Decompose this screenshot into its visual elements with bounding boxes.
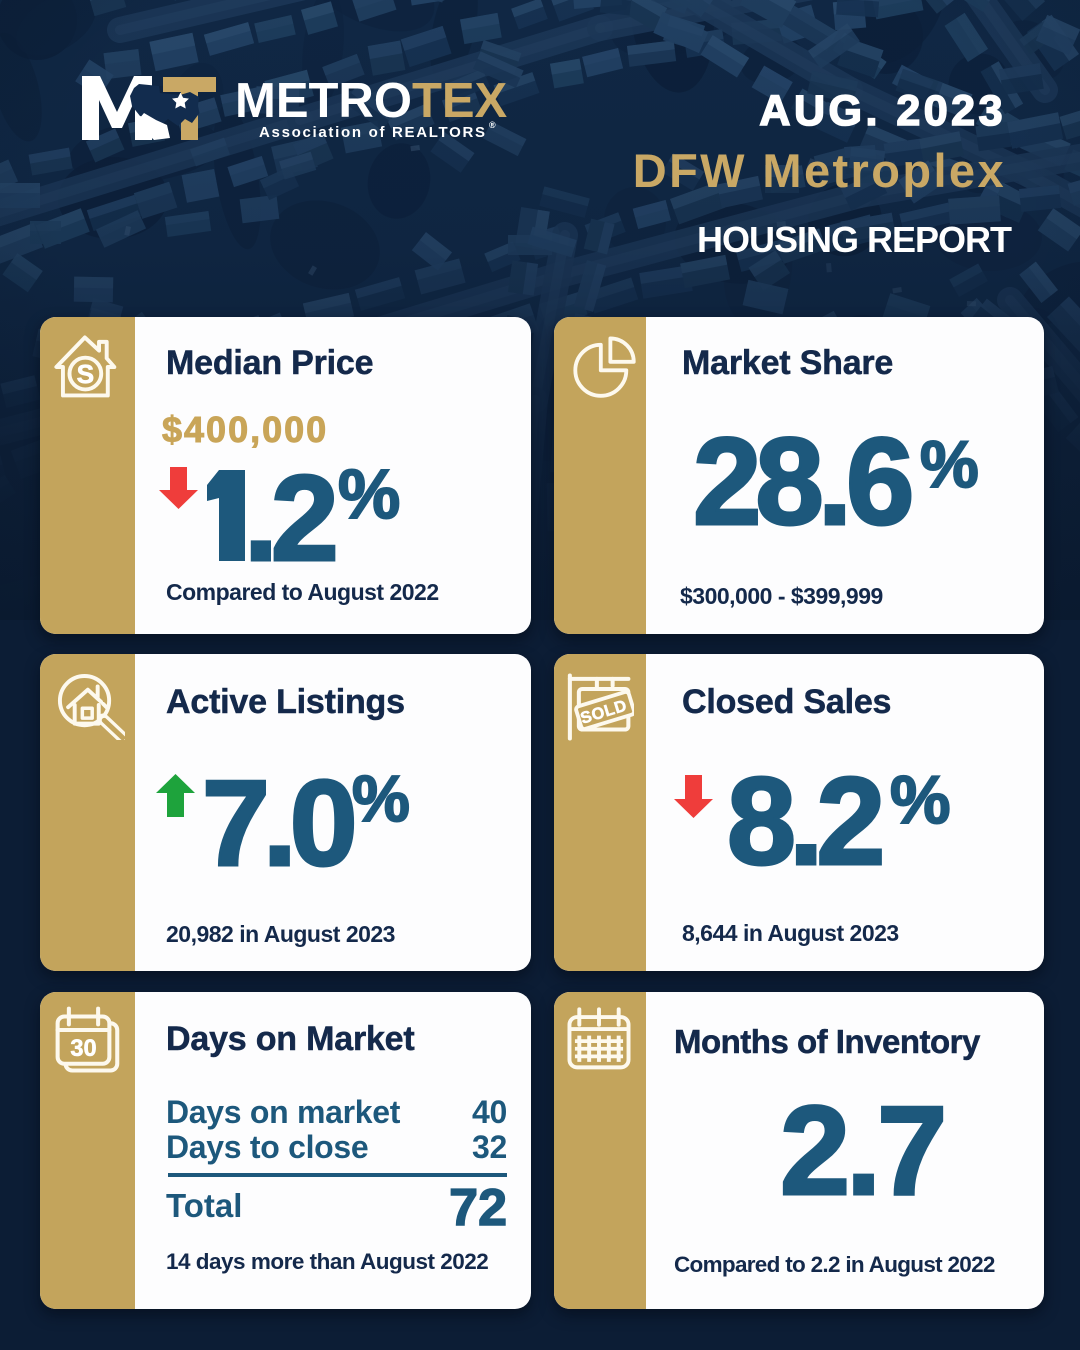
svg-text:Association of REALTORS: Association of REALTORS [259, 124, 487, 141]
svg-text:30: 30 [70, 1036, 96, 1062]
svg-text:®: ® [489, 120, 496, 130]
svg-text:S: S [77, 359, 95, 389]
svg-text:METROTEX: METROTEX [235, 74, 508, 128]
